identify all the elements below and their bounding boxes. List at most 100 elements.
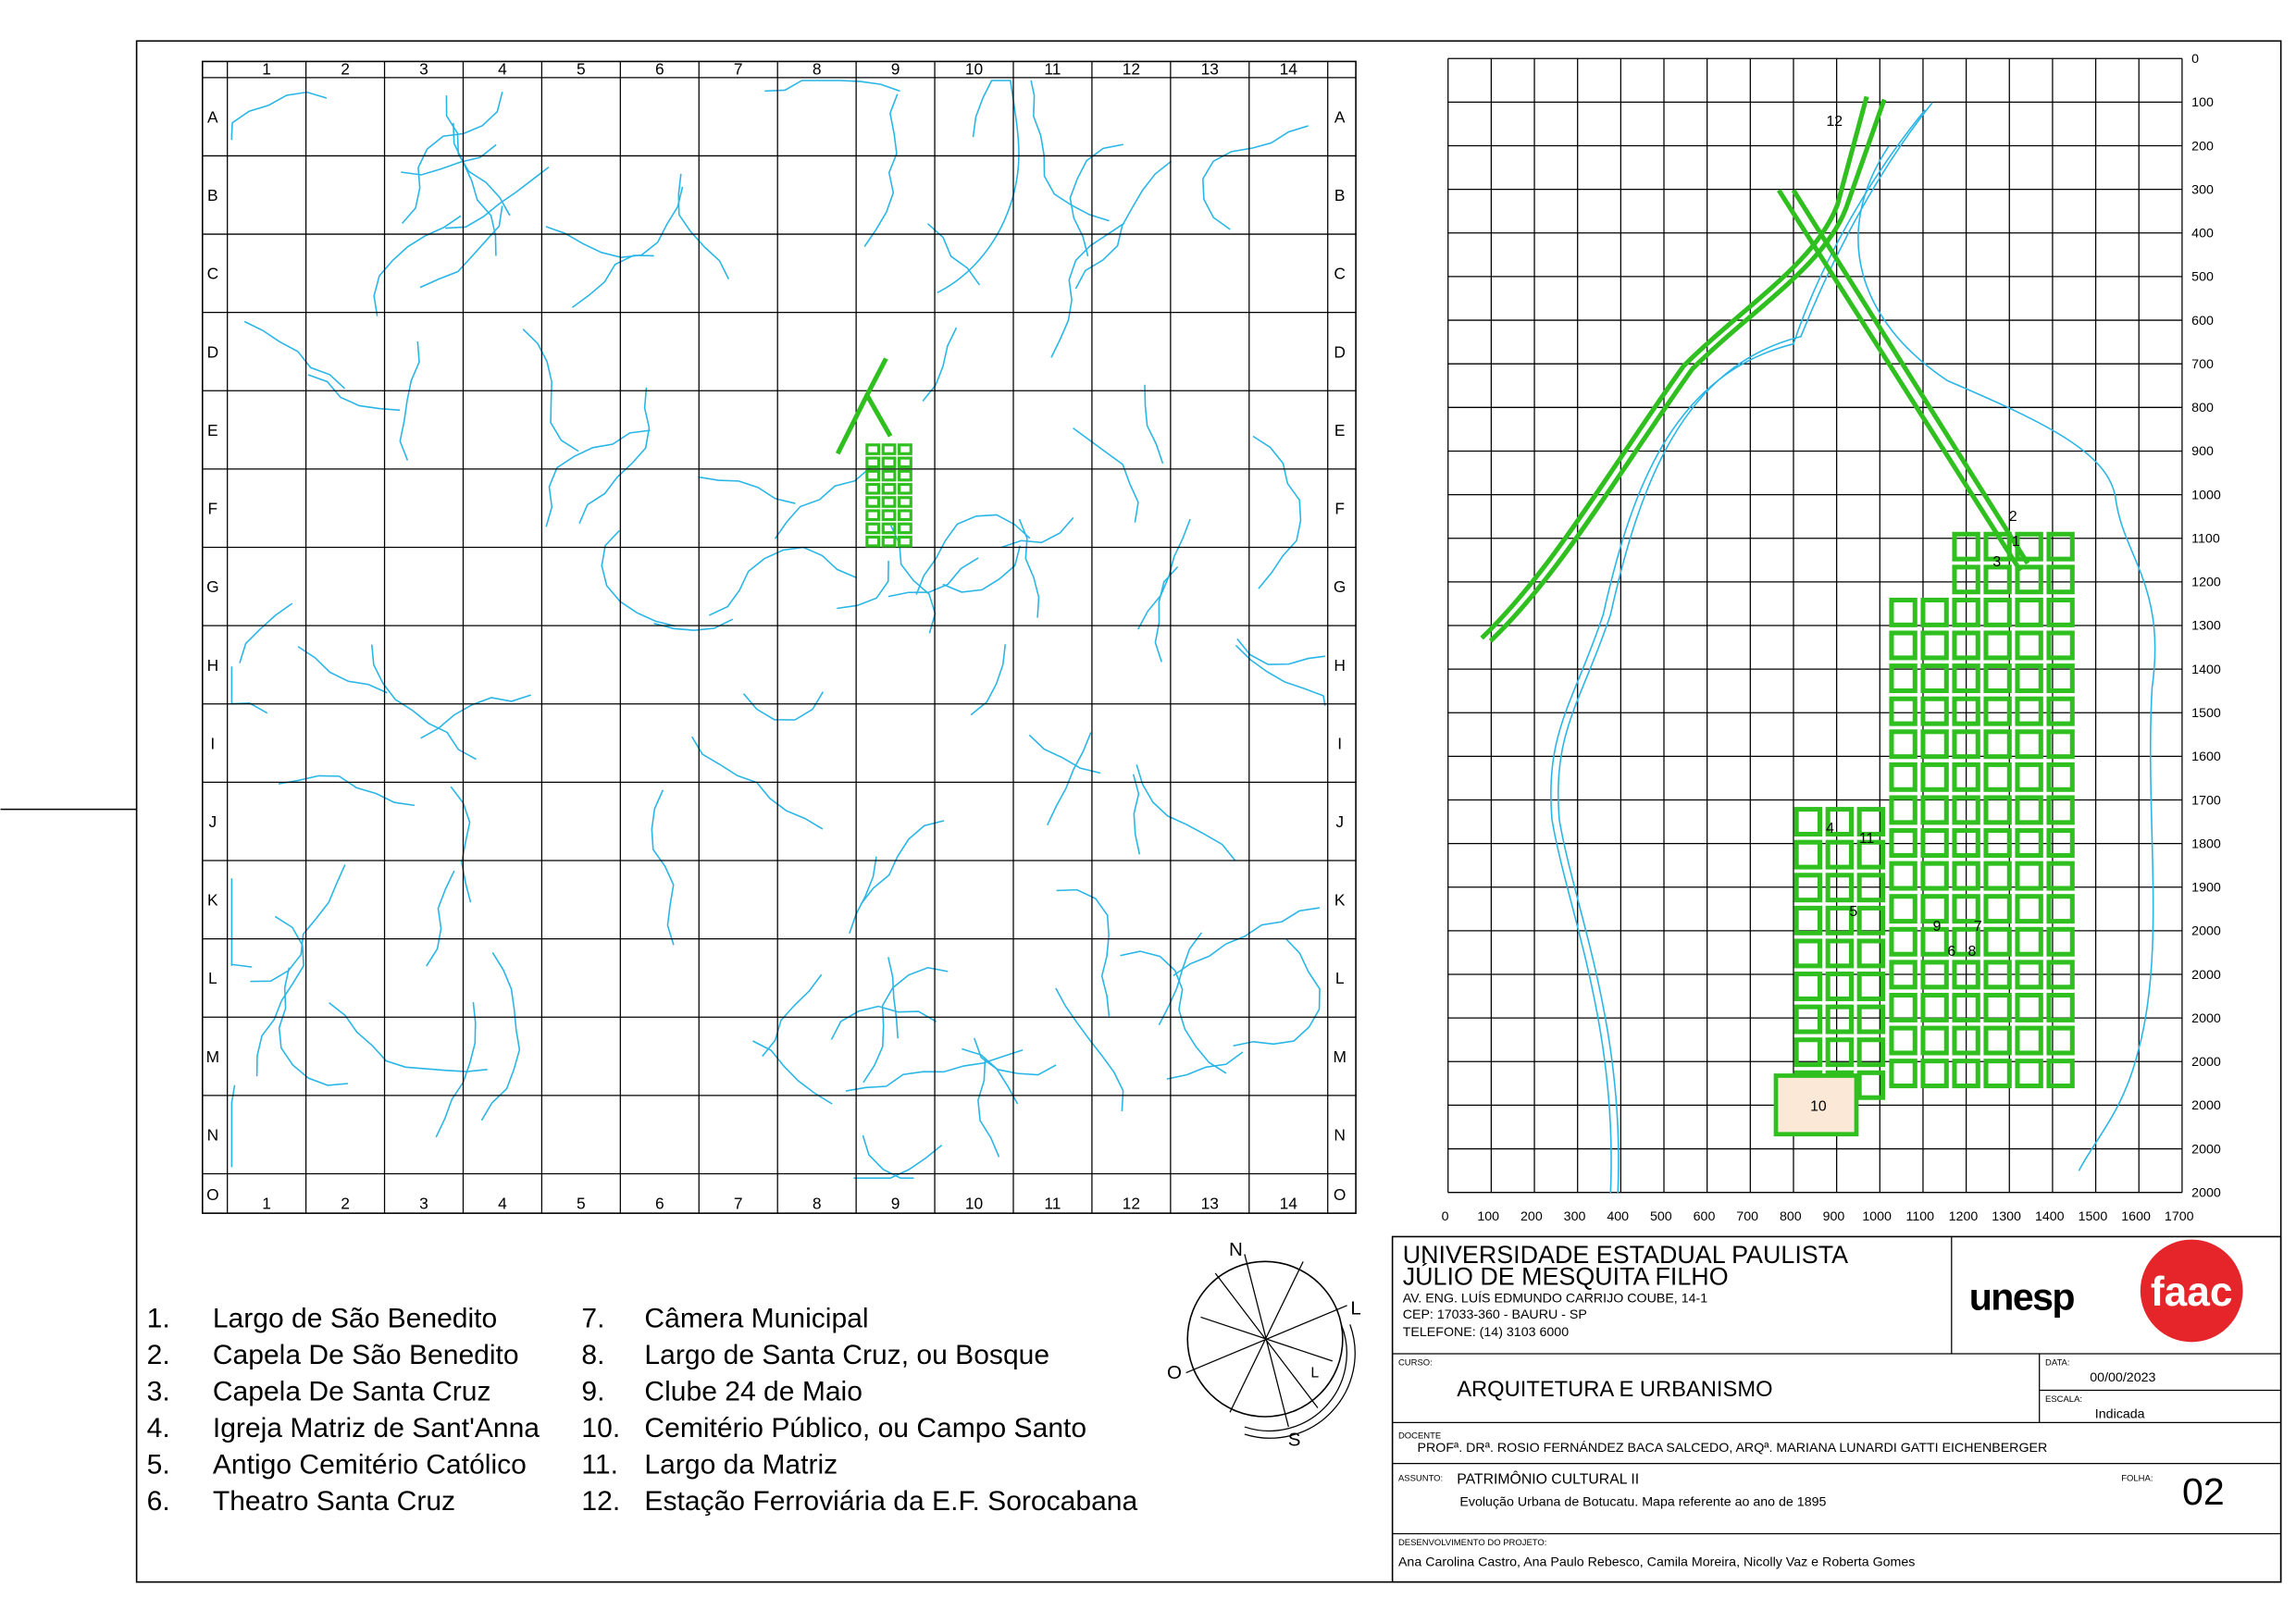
city-block [898, 443, 912, 455]
compass: N O L S L [1167, 1239, 1361, 1451]
city-block [2015, 861, 2043, 891]
city-block [1889, 597, 1917, 627]
row-label: D [207, 342, 219, 361]
city-block [1952, 1059, 1980, 1089]
university-sub: JÚLIO DE MESQUITA FILHO [1403, 1262, 1729, 1291]
stream [1144, 384, 1164, 465]
legend-name: Igreja Matriz de Sant'Anna [213, 1413, 540, 1443]
compass-arc [1244, 1324, 1356, 1439]
city-block [1920, 597, 1949, 627]
legend-name: Antigo Cemitério Católico [213, 1450, 527, 1481]
y-axis-label: 2000 [2191, 1185, 2221, 1200]
stream [1055, 987, 1124, 1111]
stream [1154, 566, 1179, 663]
city-block [1825, 1037, 1854, 1068]
map-marker-label: 1 [2012, 534, 2020, 550]
stream [1158, 932, 1203, 1026]
x-axis-label: 800 [1780, 1209, 1802, 1224]
city-block [1920, 926, 1949, 957]
stream [522, 328, 579, 452]
city-block [1856, 1070, 1885, 1100]
course-label: CURSO: [1398, 1358, 1433, 1369]
x-axis-label: 100 [1477, 1209, 1499, 1224]
city-block [2015, 1059, 2043, 1089]
row-label: I [210, 734, 215, 752]
stream [837, 561, 889, 610]
stream [926, 223, 981, 286]
river [1857, 145, 2156, 1171]
city-block [2015, 1025, 2043, 1056]
city-block [1793, 1004, 1822, 1035]
sheet: 02 [2182, 1470, 2225, 1513]
column-label: 13 [1201, 1194, 1219, 1212]
legend-name: Cemitério Público, ou Campo Santo [644, 1413, 1086, 1443]
city-block [1920, 1059, 1949, 1089]
column-label: 4 [498, 1194, 507, 1212]
column-label: 12 [1123, 1194, 1140, 1212]
city-block [2015, 926, 2043, 957]
map-marker-label: 8 [1968, 944, 1977, 960]
legend-name: Largo da Matriz [644, 1450, 838, 1481]
stream [1233, 937, 1321, 1047]
row-label: E [1334, 421, 1346, 440]
column-label: 8 [813, 60, 822, 79]
stream [435, 1001, 477, 1138]
city-block [2046, 531, 2075, 562]
column-label: 5 [577, 1194, 586, 1212]
city-block [1825, 873, 1854, 903]
legend: 1. Largo de São Benedito 2. Capela De São B… [147, 1304, 1138, 1518]
y-axis-label: 1700 [2191, 793, 2221, 808]
address: AV. ENG. LUÍS EDMUNDO CARRIJO COUBE, 14-… [1403, 1291, 1708, 1307]
city-block [898, 509, 912, 522]
stream [230, 91, 328, 141]
x-axis-label: 1300 [1992, 1209, 2021, 1224]
column-label: 5 [577, 60, 586, 79]
city-block [865, 469, 881, 482]
legend-number: 11. [581, 1450, 618, 1481]
row-label: L [1335, 969, 1345, 987]
city-block [1856, 1037, 1885, 1068]
compass-south: S [1288, 1430, 1301, 1451]
stream [1136, 764, 1236, 861]
stream [571, 254, 654, 308]
stream [230, 666, 268, 714]
legend-name: Largo de Santa Cruz, ou Bosque [644, 1340, 1049, 1370]
city-block [2046, 729, 2075, 760]
row-label: O [1334, 1185, 1347, 1204]
city-block [1952, 663, 1980, 694]
city-block [1952, 992, 1980, 1022]
legend-name: Câmera Municipal [644, 1304, 868, 1334]
city-block [881, 496, 897, 508]
stream [942, 545, 1022, 593]
city-block [1889, 795, 1917, 825]
row-label: N [207, 1125, 219, 1144]
city-block [1952, 894, 1980, 924]
city-block [1983, 992, 2012, 1022]
column-label: 12 [1123, 60, 1140, 79]
stream [419, 205, 503, 289]
map-frame [201, 60, 1357, 1214]
map-marker-label: 5 [1849, 904, 1857, 920]
stream [677, 173, 730, 279]
city-block [1983, 696, 2012, 726]
stream [764, 80, 900, 93]
city-block [2046, 762, 2075, 792]
legend-number: 12. [581, 1486, 620, 1517]
legend-name: Capela De Santa Cruz [213, 1377, 491, 1407]
city-block [898, 456, 912, 469]
y-axis-label: 1200 [2191, 576, 2221, 590]
stream [1074, 160, 1173, 290]
city-block [1825, 1004, 1854, 1035]
row-label: J [1335, 812, 1344, 831]
column-label: 4 [498, 60, 507, 79]
city-block [1889, 1059, 1917, 1089]
city-block [881, 509, 897, 522]
x-axis-label: 900 [1823, 1209, 1845, 1224]
city-block [881, 456, 897, 469]
y-axis-label: 400 [2191, 227, 2214, 242]
city-block [1952, 531, 1980, 562]
city-block [865, 496, 881, 508]
subject-detail: Evolução Urbana de Botucatu. Mapa refere… [1459, 1494, 1826, 1509]
city-block [1952, 960, 1980, 990]
legend-number: 3. [147, 1377, 170, 1407]
